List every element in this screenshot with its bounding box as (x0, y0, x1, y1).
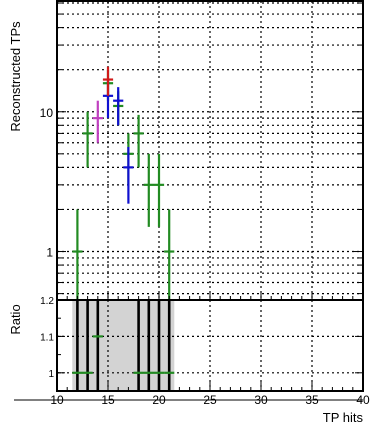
y-axis-label-ratio: Ratio (8, 304, 23, 334)
ratio-bars (76, 300, 171, 391)
ratio-points (72, 335, 175, 374)
y-tick-label-main: 1 (46, 246, 53, 260)
ratio-panel: 1 1.1 1.2 (40, 296, 364, 392)
y-axis-label-main: Reconstructed TPs (8, 21, 23, 132)
ratio-grid (57, 300, 363, 391)
ratio-band (72, 300, 175, 391)
main-panel: 1 10 (40, 0, 364, 301)
main-series (72, 66, 175, 300)
x-axis-label: TP hits (323, 410, 364, 425)
ratio-ticks: 1 1.1 1.2 (40, 296, 364, 392)
ratio-uncertainty-band (72, 300, 175, 391)
x-tick-label: 40 (356, 393, 370, 407)
y-tick-label-ratio: 1 (48, 369, 54, 380)
y-tick-label-ratio: 1.2 (40, 296, 54, 307)
y-tick-label-main: 10 (40, 106, 54, 120)
y-tick-label-ratio: 1.1 (40, 332, 54, 343)
